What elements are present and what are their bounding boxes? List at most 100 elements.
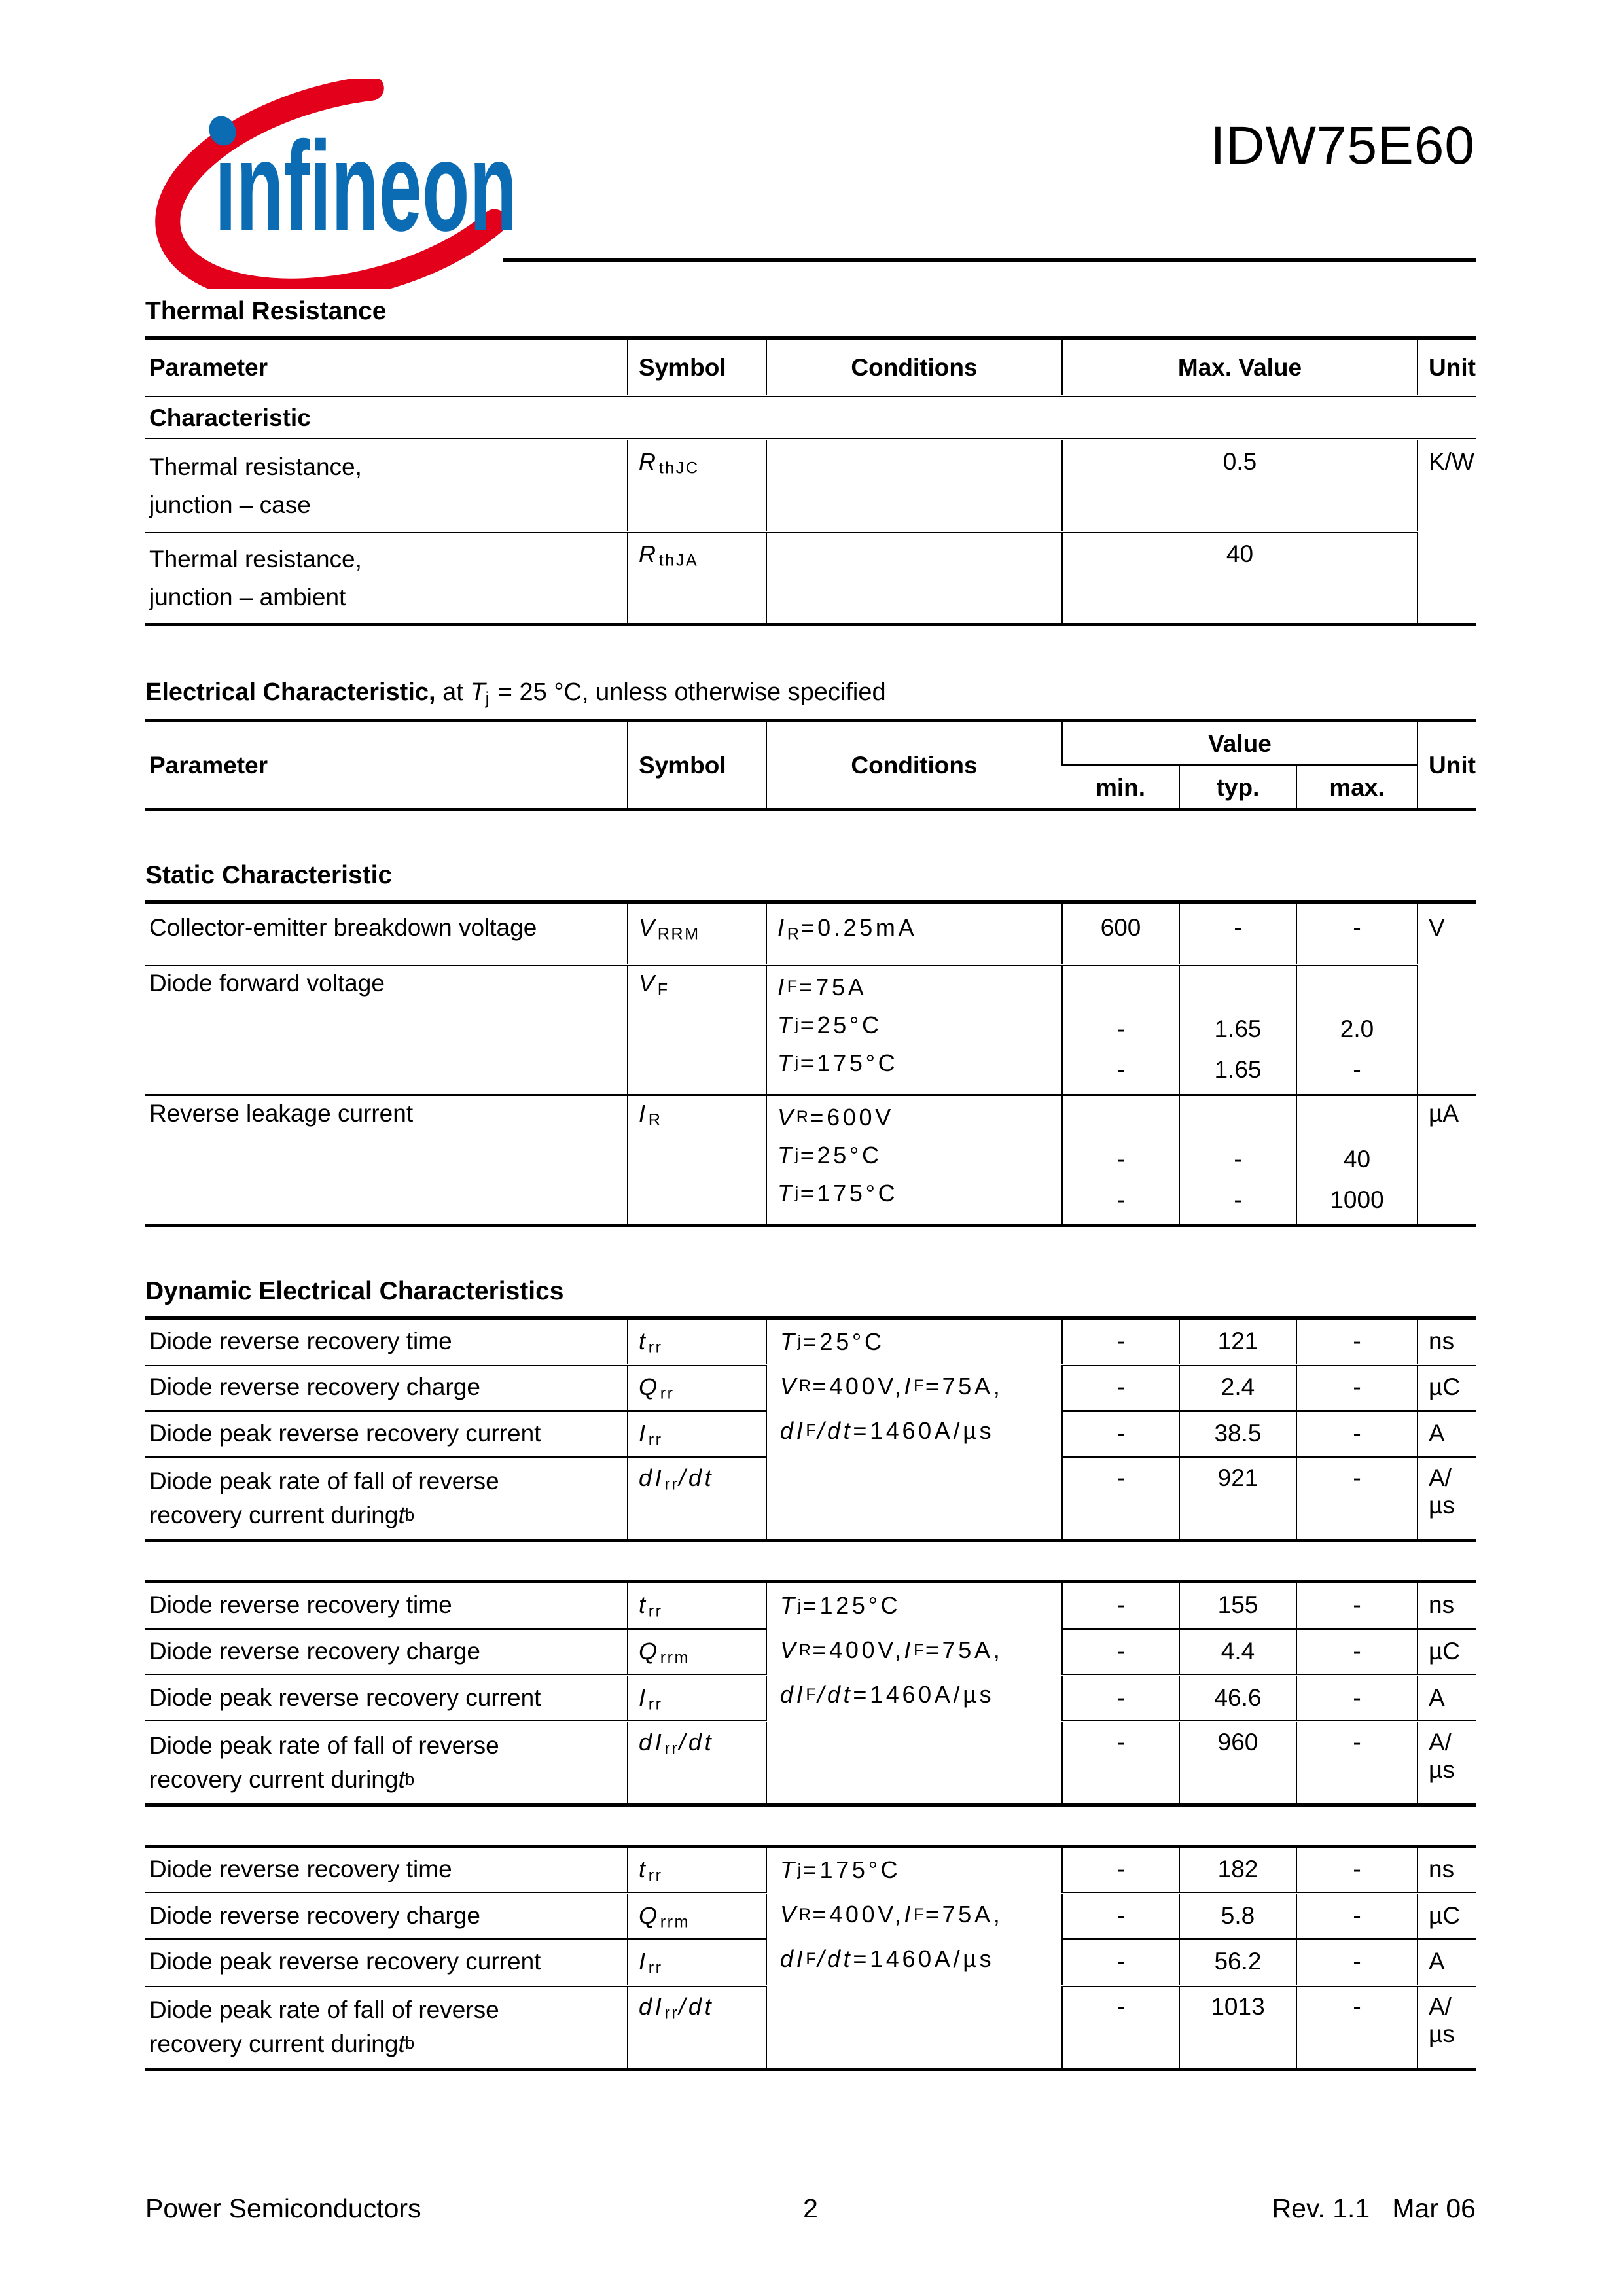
value-line: 40 xyxy=(1343,1145,1371,1173)
parameter-line: junction – case xyxy=(149,491,311,518)
col-header-parameter: Parameter xyxy=(149,354,268,381)
parameter-line: Diode peak rate of fall of reverse xyxy=(149,1996,499,2023)
condition-line: V R =400V, I F =75A, xyxy=(780,1636,1003,1664)
cell-symbol: dIrr/dt xyxy=(627,1720,766,1805)
cell-max: - xyxy=(1296,1627,1418,1675)
cell-symbol: VF xyxy=(627,963,766,1095)
cell-min: - - xyxy=(1061,1093,1179,1226)
cell-min: - - xyxy=(1061,963,1179,1095)
cell-symbol: Irr xyxy=(627,1409,766,1457)
table-header-row: Parameter Symbol Conditions Max. Value U… xyxy=(145,338,1476,396)
col-header-max-value: Max. Value xyxy=(1061,338,1418,396)
cell-max: - xyxy=(1296,1581,1418,1629)
col-header-value-group: Value xyxy=(1061,720,1418,766)
cell-parameter: Diode reverse recovery time xyxy=(149,1327,452,1354)
cell-typ: 960 xyxy=(1179,1720,1296,1805)
section-label: Characteristic xyxy=(145,395,1476,440)
cell-min: - xyxy=(1061,1846,1179,1894)
cell-symbol: dIrr/dt xyxy=(627,1456,766,1541)
table-row: Diode peak rate of fall of reverse recov… xyxy=(145,1720,1476,1805)
condition-line: V R =400V, I F =75A, xyxy=(780,1372,1003,1400)
section-row: Characteristic xyxy=(145,395,1476,440)
table-row: Diode peak reverse recovery current Irr … xyxy=(145,1409,1476,1457)
table-row: Diode peak rate of fall of reverse recov… xyxy=(145,1984,1476,2070)
cell-symbol: Qrrm xyxy=(627,1892,766,1939)
cell-typ: 921 xyxy=(1179,1456,1296,1541)
condition-line: dI F/dt =1460A/µs xyxy=(780,1417,995,1444)
value-line: 2.0 xyxy=(1340,1015,1374,1042)
cell-conditions xyxy=(766,531,1062,625)
logo-red-swoosh xyxy=(155,79,542,289)
cell-symbol: trr xyxy=(627,1846,766,1894)
cell-parameter: Collector-emitter breakdown voltage xyxy=(149,913,537,941)
table-row: Diode peak reverse recovery current Irr … xyxy=(145,1938,1476,1986)
table-row: Diode reverse recovery charge Qrr - 2.4 … xyxy=(145,1364,1476,1411)
table-subheader-row: min. typ. max. xyxy=(145,764,1476,810)
condition-line: dI F/dt =1460A/µs xyxy=(780,1945,995,1973)
cell-unit: V xyxy=(1417,902,1476,1095)
cell-parameter: Diode peak reverse recovery current xyxy=(145,1938,628,1986)
condition-line: I F =75A xyxy=(777,973,867,1000)
col-header-max: max. xyxy=(1295,764,1418,810)
value-line: - xyxy=(1234,1186,1242,1213)
value-line: - xyxy=(1116,1186,1125,1213)
table-row: Thermal resistance, junction – ambient R… xyxy=(145,531,1476,625)
col-header-typ: typ. xyxy=(1179,764,1296,810)
section-heading-thermal: Thermal Resistance xyxy=(145,297,387,325)
cell-unit: A xyxy=(1417,1409,1476,1457)
cell-unit: A/µs xyxy=(1417,1984,1476,2070)
parameter-line: Diode peak rate of fall of reverse xyxy=(149,1732,499,1759)
cell-min: - xyxy=(1061,1938,1179,1986)
col-header-conditions: Conditions xyxy=(766,720,1062,810)
table-row: Diode peak reverse recovery current Irr … xyxy=(145,1674,1476,1722)
cell-min: - xyxy=(1061,1720,1179,1805)
condition-line: V R =400V, I F =75A, xyxy=(780,1901,1003,1928)
cell-max: - xyxy=(1296,1456,1418,1541)
cell-symbol: RthJC xyxy=(627,438,766,532)
cell-max-value: 40 xyxy=(1061,531,1418,625)
cell-conditions xyxy=(766,438,1062,532)
cell-symbol: Qrrm xyxy=(627,1627,766,1675)
col-header-unit: Unit xyxy=(1417,338,1476,396)
cell-unit: µC xyxy=(1417,1364,1476,1411)
cell-parameter: Diode reverse recovery charge xyxy=(145,1892,628,1939)
cell-parameter: Diode forward voltage xyxy=(145,963,628,1095)
cell-symbol: RthJA xyxy=(627,531,766,625)
condition-line: V R =600V xyxy=(777,1103,894,1131)
cell-symbol: Qrr xyxy=(627,1364,766,1411)
cell-typ: 155 xyxy=(1179,1581,1296,1629)
value-line: - xyxy=(1116,1055,1125,1083)
parameter-line: Thermal resistance, xyxy=(149,546,362,573)
cell-max-value: 0.5 xyxy=(1061,438,1418,532)
cell-unit: ns xyxy=(1417,1581,1476,1629)
logo-wordmark: ınfineon xyxy=(215,115,517,258)
parameter-line: Thermal resistance, xyxy=(149,453,362,480)
cell-unit: µC xyxy=(1417,1892,1476,1939)
cell-min: - xyxy=(1061,1674,1179,1722)
cell-min: - xyxy=(1061,1581,1179,1629)
table-row: Diode peak rate of fall of reverse recov… xyxy=(145,1456,1476,1541)
cell-parameter: Diode peak rate of fall of reverse recov… xyxy=(145,1456,628,1541)
cell-typ: - - xyxy=(1179,1093,1296,1226)
cell-symbol: trr xyxy=(627,1318,766,1365)
col-header-conditions: Conditions xyxy=(766,338,1062,396)
cell-unit: A xyxy=(1417,1674,1476,1722)
cell-max: 2.0 - xyxy=(1296,963,1418,1095)
cell-max: - xyxy=(1296,1938,1418,1986)
cell-max: - xyxy=(1296,1364,1418,1411)
cell-min: - xyxy=(1061,1318,1179,1365)
cell-parameter: Diode reverse recovery time xyxy=(149,1591,452,1619)
cell-min: - xyxy=(1061,1892,1179,1939)
